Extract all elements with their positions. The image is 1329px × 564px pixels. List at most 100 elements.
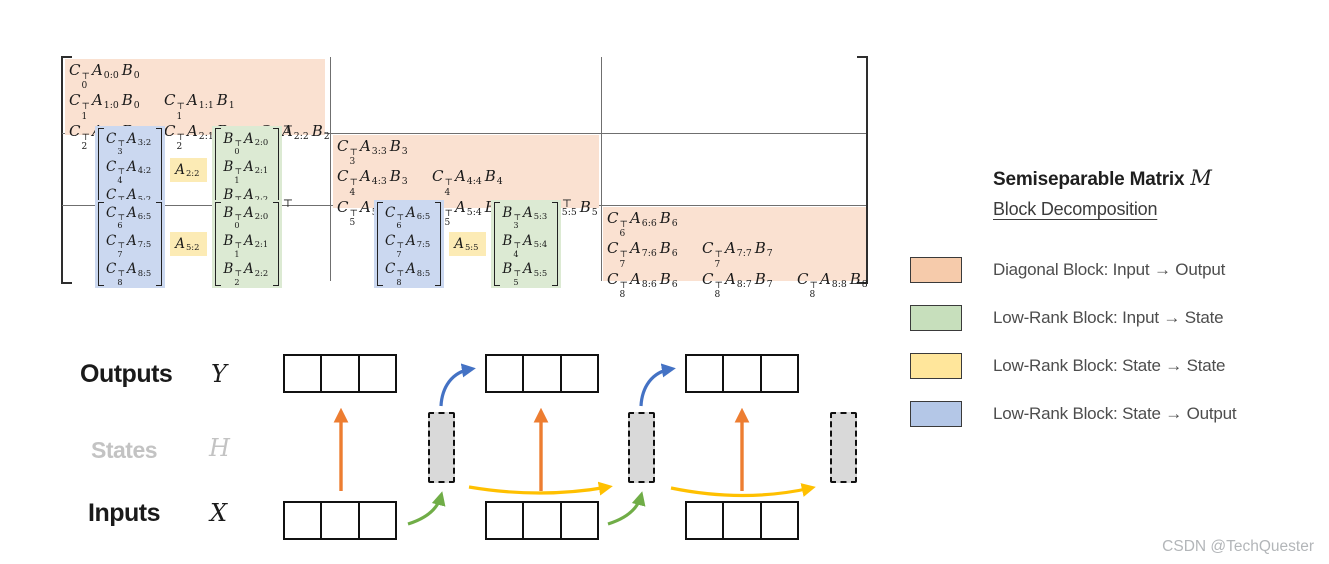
matrix-entry: C ⊤ 0 A0:0 B0 xyxy=(69,61,140,92)
input-to-state-arrow-1 xyxy=(407,491,446,526)
state-to-state-block: A5:5 xyxy=(449,231,487,257)
output-cell xyxy=(687,356,725,391)
state-to-output-block: C ⊤ 6 A6:5 C ⊤ 7 A7:5 C ⊤ 8 A8:5 xyxy=(374,199,445,289)
output-cell xyxy=(285,356,323,391)
legend-item: Low-Rank Block: State → State xyxy=(910,353,1236,379)
state-to-state-block: A5:2 xyxy=(170,231,208,257)
matrix-entry: C ⊤ 7 A7:7 B7 xyxy=(702,239,773,270)
matrix-entry: C ⊤ 3 A3:2 xyxy=(106,130,152,157)
matrix-entry: C ⊤ 4 A4:2 xyxy=(106,158,152,185)
matrix-entry: C ⊤ 4 A4:3 B3 xyxy=(337,167,408,198)
transpose-superscript: ⊤ xyxy=(282,196,294,210)
output-cell xyxy=(724,356,762,391)
matrix-entry: C ⊤ 8 A8:6 B6 xyxy=(607,269,678,300)
matrix-entry: C ⊤ 8 A8:5 xyxy=(106,261,152,287)
legend-label: Low-Rank Block: State → State xyxy=(993,356,1226,375)
output-cell xyxy=(562,356,597,391)
states-label: States xyxy=(91,437,158,463)
matrix-entry: C ⊤ 3 A3:3 B3 xyxy=(337,137,408,168)
output-cell xyxy=(360,356,395,391)
matrix-entry: C ⊤ 8 A8:8 B8 xyxy=(797,269,868,300)
legend-swatch xyxy=(910,305,962,331)
output-cell xyxy=(762,356,797,391)
legend-item: Diagonal Block: Input → Output xyxy=(910,257,1236,283)
states-symbol: H xyxy=(209,434,230,462)
matrix-entry: B ⊤ 1 A2:1 xyxy=(223,158,269,185)
matrix-entry: C ⊤ 1 A1:0 B0 xyxy=(69,91,140,122)
state-to-output-block: C⊤3A3:2C⊤4A4:2C⊤5A5:2 xyxy=(95,125,166,215)
matrix-entry: B ⊤ 0 A2:0 xyxy=(223,204,269,231)
state-rect-2 xyxy=(628,412,655,483)
state-rect-3 xyxy=(830,412,857,483)
input-cell xyxy=(687,503,725,538)
matrix-entry: B ⊤ 4 A5:4 xyxy=(502,232,548,259)
input-to-state-block: B ⊤ 3 A5:3 B ⊤ 4 A5:4 B ⊤ 5 A5:5 xyxy=(491,199,562,289)
legend-swatch xyxy=(910,257,962,283)
legend-item: Low-Rank Block: Input → State xyxy=(910,305,1236,331)
matrix-entry: C ⊤ 4 A4:4 B4 xyxy=(432,167,503,198)
transpose-superscript: ⊤ xyxy=(282,122,294,136)
matrix-grid-line-v1 xyxy=(330,57,331,281)
matrix-entry: C ⊤ 7 A7:6 B6 xyxy=(607,239,678,270)
legend-label: Low-Rank Block: Input → State xyxy=(993,308,1224,327)
inputs-label: Inputs xyxy=(88,499,161,527)
state-rect-1 xyxy=(428,412,455,483)
input-box-2 xyxy=(485,501,599,540)
matrix-entry: C ⊤ 8 A8:5 xyxy=(385,261,431,287)
matrix-left-bracket xyxy=(61,56,72,284)
state-to-state-block: A2:2 xyxy=(170,157,208,183)
right-bracket xyxy=(552,201,559,287)
legend-item: Low-Rank Block: State → Output xyxy=(910,401,1237,427)
low-rank-group-2: C ⊤ 6 A6:5 C ⊤ 7 A7:5 C ⊤ 8 A8:5 A5:2 B ⊤ 0 A2:0 B ⊤ 1 A2:1 B… xyxy=(95,197,293,289)
input-cell xyxy=(285,503,323,538)
matrix-grid-line-h1 xyxy=(62,133,866,134)
diagonal-block-2: C⊤3A3:3B3C⊤4A4:3B3C⊤4A4:4B4C⊤5A5:3B3C⊤5A… xyxy=(333,135,599,228)
matrix-entry: C ⊤ 6 A6:5 xyxy=(106,204,152,231)
input-cell xyxy=(762,503,797,538)
matrix-entry: C ⊤ 6 A6:5 xyxy=(385,204,431,231)
right-bracket xyxy=(273,201,280,287)
input-cell xyxy=(524,503,562,538)
right-bracket xyxy=(156,201,163,287)
low-rank-group-1: C⊤3A3:2C⊤4A4:2C⊤5A5:2A2:2B⊤0A2:0B⊤1A2:1B… xyxy=(95,123,293,215)
watermark: CSDN @TechQuester xyxy=(1162,538,1314,555)
right-bracket xyxy=(435,201,442,287)
legend-label: Low-Rank Block: State → Output xyxy=(993,404,1237,423)
matrix-entry: B ⊤ 0 A2:0 xyxy=(223,130,269,157)
input-box-3 xyxy=(685,501,799,540)
matrix-entry: C ⊤ 7 A7:5 xyxy=(385,232,431,259)
output-box-2 xyxy=(485,354,599,393)
diagonal-block-3: C ⊤ 6 A6:6 B6 C ⊤ 7 A7:6 B6 C ⊤ 7 A7:7 B7 C ⊤ 8 A8:6 B6 C ⊤ 8 A… xyxy=(603,207,868,300)
legend-swatch xyxy=(910,401,962,427)
state-to-output-arrow-2 xyxy=(639,363,676,407)
input-cell xyxy=(322,503,360,538)
left-bracket xyxy=(377,201,383,287)
input-cell xyxy=(487,503,525,538)
matrix-entry: C ⊤ 6 A6:6 B6 xyxy=(607,209,678,240)
output-box-1 xyxy=(283,354,397,393)
state-to-output-arrow-1 xyxy=(439,363,476,407)
input-to-state-block: B⊤0A2:0B⊤1A2:1B⊤2A2:2 xyxy=(212,125,283,215)
input-cell xyxy=(724,503,762,538)
input-to-state-arrow-2 xyxy=(607,491,646,526)
legend-title: Semiseparable Matrix M xyxy=(993,166,1212,191)
output-cell xyxy=(487,356,525,391)
legend-title-text: Semiseparable Matrix xyxy=(993,169,1185,190)
outputs-label: Outputs xyxy=(80,360,173,388)
legend-items: Diagonal Block: Input → Output Low-Rank B… xyxy=(910,257,1237,427)
legend-subtitle: Block Decomposition xyxy=(993,199,1158,219)
left-bracket xyxy=(494,201,501,287)
output-cell xyxy=(322,356,360,391)
inputs-symbol: X xyxy=(210,499,228,527)
state-to-state-arrow-2 xyxy=(670,483,816,498)
matrix-entry: B ⊤ 5 A5:5 xyxy=(502,261,548,287)
matrix-entry: B ⊤ 1 A2:1 xyxy=(223,232,269,259)
matrix-entry: C ⊤ 8 A8:7 B7 xyxy=(702,269,773,300)
matrix-grid-line-v2 xyxy=(601,57,602,281)
state-to-output-block: C ⊤ 6 A6:5 C ⊤ 7 A7:5 C ⊤ 8 A8:5 xyxy=(95,199,166,289)
input-cell xyxy=(562,503,597,538)
legend-swatch xyxy=(910,353,962,379)
